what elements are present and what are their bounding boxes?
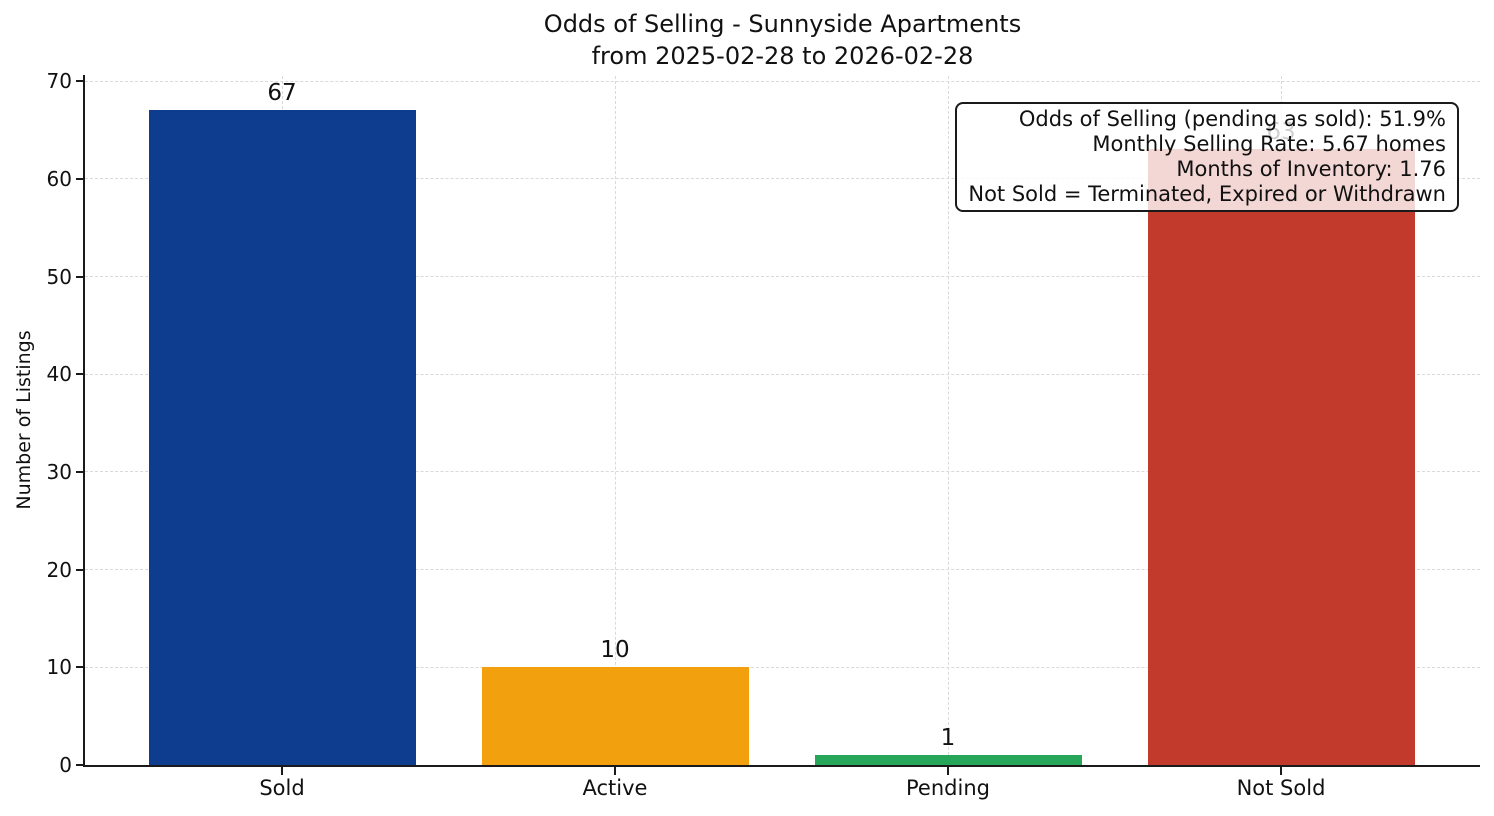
- x-tick: [1280, 767, 1282, 775]
- bar-active: [481, 667, 749, 765]
- annotation-line-inventory: Months of Inventory: 1.76: [1176, 157, 1446, 181]
- x-tick: [281, 767, 283, 775]
- y-tick-label: 10: [46, 655, 72, 680]
- x-tick: [947, 767, 949, 775]
- bottom-spine: [83, 765, 1480, 767]
- y-tick: [76, 373, 84, 376]
- y-tick-label: 50: [46, 264, 72, 289]
- chart-subtitle: from 2025-02-28 to 2026-02-28: [591, 42, 974, 70]
- x-tick: [614, 767, 616, 775]
- y-gridline: [85, 276, 1480, 277]
- bar-value-label-active: 10: [600, 637, 630, 664]
- x-tick-label-not-sold: Not Sold: [1236, 776, 1326, 800]
- y-tick-label: 40: [46, 362, 72, 387]
- chart-title-block: Odds of Selling - Sunnyside Apartments f…: [85, 8, 1480, 72]
- y-gridline: [85, 471, 1480, 473]
- y-tick: [76, 666, 84, 669]
- bar-not-sold: [1147, 149, 1415, 765]
- bar-value-label-pending: 1: [940, 725, 956, 752]
- y-gridline: [85, 666, 1480, 668]
- bar-pending: [814, 755, 1082, 765]
- annotation-line-rate: Monthly Selling Rate: 5.67 homes: [1092, 132, 1446, 156]
- y-gridline: [85, 178, 1480, 180]
- y-tick-label: 0: [59, 753, 72, 777]
- bar-value-label-sold: 67: [267, 80, 297, 107]
- y-tick-label: 30: [46, 459, 72, 484]
- y-gridline: [85, 80, 1480, 82]
- annotation-line-odds: Odds of Selling (pending as sold): 51.9%: [1018, 107, 1446, 131]
- y-tick: [76, 568, 84, 571]
- x-gridline: [947, 76, 949, 765]
- y-tick-label: 60: [46, 166, 72, 191]
- y-gridline: [85, 373, 1480, 375]
- y-tick: [76, 470, 84, 473]
- x-tick-label-active: Active: [582, 776, 648, 800]
- chart-title: Odds of Selling - Sunnyside Apartments: [543, 10, 1022, 38]
- x-gridline: [614, 76, 616, 765]
- annotation-box: Odds of Selling (pending as sold): 51.9%…: [955, 102, 1459, 212]
- y-tick: [76, 275, 84, 278]
- bar-sold: [148, 110, 416, 765]
- y-tick: [76, 764, 84, 766]
- y-tick-label: 70: [46, 69, 72, 94]
- x-tick-label-sold: Sold: [259, 776, 305, 800]
- y-gridline: [85, 569, 1480, 571]
- annotation-line-notsold: Not Sold = Terminated, Expired or Withdr…: [968, 182, 1446, 206]
- y-tick: [76, 80, 84, 83]
- y-tick-label: 20: [46, 557, 72, 582]
- x-tick-label-pending: Pending: [906, 776, 990, 800]
- left-spine: [83, 75, 85, 767]
- y-tick: [76, 177, 84, 180]
